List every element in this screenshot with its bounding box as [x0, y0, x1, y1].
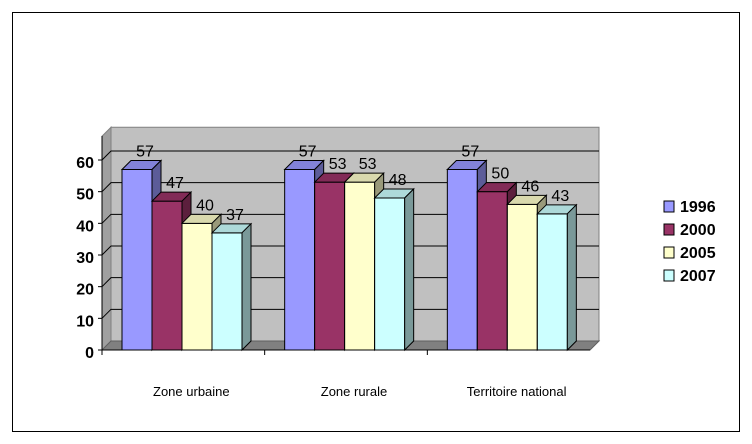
gridline: [101, 277, 599, 288]
bar-side: [241, 222, 252, 352]
y-tick-label: 50: [76, 187, 94, 204]
category-label: Territoire national: [467, 384, 567, 399]
gridline: [101, 150, 599, 161]
y-tick-label: 0: [85, 345, 94, 362]
bar-side: [404, 187, 415, 352]
y-tick-label: 60: [76, 155, 94, 172]
bar-2005: [344, 181, 376, 351]
data-label: 53: [329, 156, 347, 173]
axes: 0 10 20 30 40 50 60 Zone urbaine Zone rurale Terr…: [76, 136, 590, 399]
legend-label-2005: 2005: [680, 245, 716, 262]
data-label: 43: [551, 188, 569, 205]
bar-1996: [284, 169, 316, 351]
data-label: 57: [136, 144, 154, 161]
bar-1996: [446, 169, 478, 351]
y-tick-label: 10: [76, 313, 94, 330]
gridline: [101, 213, 599, 224]
data-label: 48: [389, 172, 407, 189]
data-label: 57: [461, 144, 479, 161]
gridlines: [101, 150, 599, 319]
gridline: [101, 308, 599, 319]
bar-2005: [181, 222, 213, 351]
bars: [120, 159, 578, 352]
y-tick-label: 20: [76, 282, 94, 299]
data-label: 46: [521, 178, 539, 195]
data-label: 57: [299, 144, 317, 161]
data-label: 40: [196, 197, 214, 214]
data-label: 37: [226, 207, 244, 224]
legend-swatch-2000: [663, 223, 675, 236]
y-tick-label: 40: [76, 218, 94, 235]
legend-swatch-2005: [663, 246, 675, 259]
bar-side: [566, 203, 577, 352]
data-label: 47: [166, 175, 184, 192]
gridline: [101, 182, 599, 193]
legend-label-2007: 2007: [680, 268, 716, 285]
legend-label-2000: 2000: [680, 222, 716, 239]
bar-2007: [374, 197, 406, 351]
legend: 1996 2000 2005 2007: [663, 199, 716, 285]
bar-2000: [476, 191, 508, 351]
bar-2000: [151, 200, 183, 351]
legend-swatch-2007: [663, 269, 675, 282]
bar-2005: [506, 203, 538, 351]
data-labels: 57 47 40 37 57 53 53 48 57 50 46 43: [136, 144, 569, 224]
category-label: Zone urbaine: [153, 384, 230, 399]
bar-2000: [314, 181, 346, 351]
data-label: 53: [359, 156, 377, 173]
legend-label-1996: 1996: [680, 199, 716, 216]
data-label: 50: [491, 166, 509, 183]
bar-2007: [211, 232, 243, 351]
bar-2007: [536, 213, 568, 351]
legend-swatch-1996: [663, 200, 675, 213]
category-label: Zone rurale: [321, 384, 387, 399]
bar-1996: [121, 169, 153, 351]
gridline: [101, 245, 599, 256]
y-tick-label: 30: [76, 250, 94, 267]
